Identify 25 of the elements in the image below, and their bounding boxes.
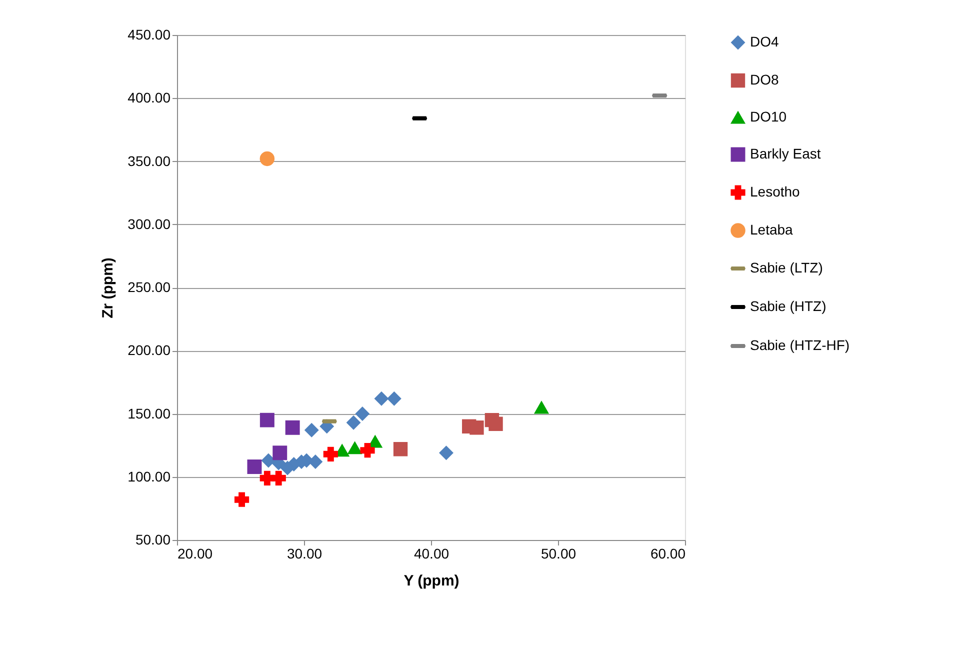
legend-label: Letaba [750,222,794,238]
x-tick-label: 60.00 [650,546,686,562]
y-tick-label: 100.00 [128,468,171,484]
x-tick-label: 30.00 [286,546,322,562]
legend-label: Lesotho [750,184,800,200]
legend-label: DO4 [750,34,779,50]
y-axis-title: Zr (ppm) [100,258,117,318]
y-tick-label: 300.00 [128,216,171,232]
legend-label: Sabie (HTZ) [750,298,826,314]
legend-label: Barkly East [750,146,821,162]
legend-label: Sabie (LTZ) [750,260,823,276]
y-tick-label: 400.00 [128,90,171,106]
y-tick-label: 350.00 [128,152,171,169]
legend-label: Sabie (HTZ-HF) [750,337,850,353]
y-tick-label: 250.00 [128,279,171,295]
x-tick-label: 40.00 [414,546,450,562]
x-axis-title: Y (ppm) [404,572,460,590]
y-tick-label: 200.00 [128,342,171,358]
y-tick-label: 450.00 [128,26,171,42]
legend-label: DO10 [750,108,787,124]
x-tick-label: 50.00 [540,546,576,562]
y-tick-label: 150.00 [128,405,171,422]
x-tick-label: 20.00 [178,546,213,562]
legend-label: DO8 [750,72,779,88]
y-tick-label: 50.00 [135,532,171,548]
